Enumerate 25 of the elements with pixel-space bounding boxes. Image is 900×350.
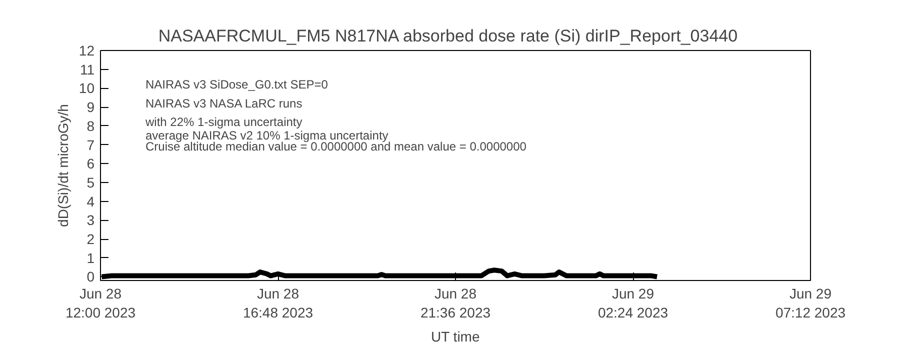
annotation: NAIRAS v3 NASA LaRC runs bbox=[146, 96, 302, 110]
y-tick-label: 4 bbox=[86, 193, 95, 210]
y-tick-label: 10 bbox=[78, 80, 95, 96]
x-tick-label: Jun 28 12:00 2023 bbox=[65, 286, 136, 321]
x-tick-label: Jun 29 02:24 2023 bbox=[598, 286, 668, 321]
y-tick-label: 0 bbox=[86, 268, 95, 285]
chart-title: NASAAFRCMUL_FM5 N817NA absorbed dose rate (Si) dirIP_Report_03440 bbox=[158, 26, 738, 46]
annotation: average NAIRAS v2 10% 1-sigma uncertainty bbox=[146, 128, 388, 142]
y-tick-label: 6 bbox=[86, 156, 95, 172]
y-tick-label: 3 bbox=[86, 212, 95, 228]
x-tick-label: Jun 29 07:12 2023 bbox=[775, 286, 846, 321]
y-tick-label: 12 bbox=[78, 42, 95, 58]
y-tick-label: 1 bbox=[86, 250, 95, 266]
annotation: NAIRAS v3 SiDose_G0.txt SEP=0 bbox=[146, 77, 328, 92]
y-tick-label: 8 bbox=[86, 118, 95, 134]
y-tick-label: 11 bbox=[80, 61, 95, 78]
x-axis-title: UT time bbox=[431, 328, 480, 345]
x-tick-label: Jun 28 21:36 2023 bbox=[420, 286, 491, 321]
x-tick-label: Jun 28 16:48 2023 bbox=[242, 286, 314, 321]
y-tick-label: 5 bbox=[86, 174, 95, 190]
y-tick-label: 2 bbox=[86, 231, 95, 248]
y-tick-label: 7 bbox=[86, 136, 95, 153]
y-axis-title: dD(Si)/dt microGy/h bbox=[54, 104, 71, 227]
annotation: with 22% 1-sigma uncertainty bbox=[144, 115, 302, 130]
y-tick-label: 9 bbox=[86, 99, 95, 116]
